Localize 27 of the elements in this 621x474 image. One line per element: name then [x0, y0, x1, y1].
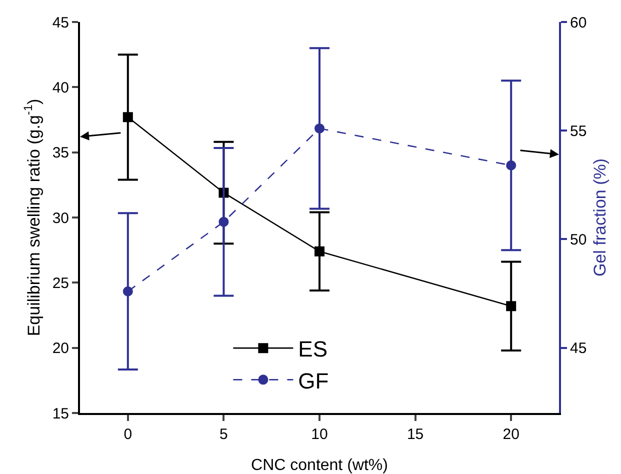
- legend-label: GF: [298, 368, 329, 394]
- y-tick-label: 15: [52, 405, 69, 422]
- x-tick-label: 15: [406, 426, 424, 443]
- y2-tick-label: 50: [570, 231, 587, 248]
- y-tick-label: 20: [52, 340, 69, 358]
- point: [218, 216, 229, 227]
- point: [122, 286, 133, 296]
- y-tick-label: 45: [52, 14, 69, 32]
- y2-tick-label: 55: [570, 122, 587, 140]
- point: [122, 112, 133, 122]
- y2-axis-title: Gel fraction (%): [590, 158, 610, 277]
- y2-tick-label: 60: [570, 14, 587, 32]
- y-tick-label: 35: [52, 144, 69, 162]
- legend-label: ES: [298, 336, 328, 362]
- x-tick-label: 10: [311, 426, 328, 443]
- y-tick-label: 30: [52, 210, 69, 227]
- point: [314, 123, 324, 134]
- point: [314, 246, 324, 256]
- x-tick-label: 5: [220, 426, 228, 443]
- x-axis-title: CNC content (wt%): [251, 457, 388, 474]
- point: [506, 301, 516, 312]
- y2-tick-label: 45: [570, 340, 587, 358]
- x-tick-label: 20: [502, 426, 520, 443]
- point: [506, 160, 516, 170]
- y-tick-label: 25: [52, 274, 69, 292]
- x-tick-label: 0: [124, 426, 132, 443]
- y-tick-label: 40: [52, 79, 69, 96]
